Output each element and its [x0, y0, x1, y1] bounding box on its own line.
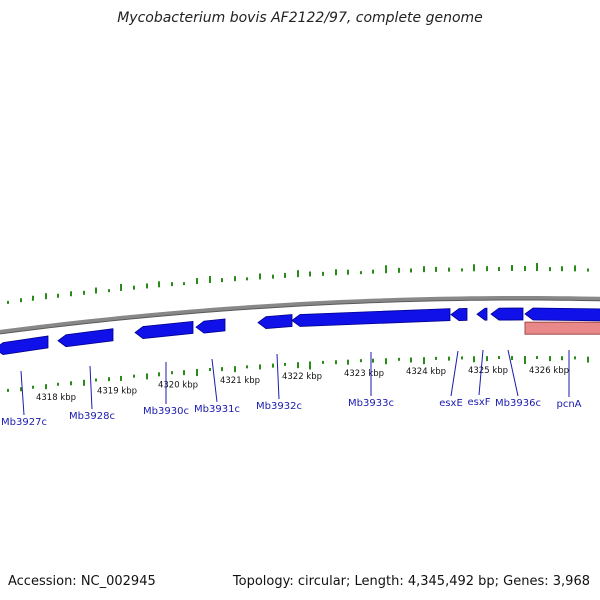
gene-leader-line — [450, 350, 459, 397]
gene-leader-line — [89, 365, 93, 410]
gene-leader-line — [507, 349, 519, 397]
scale-label: 4321 kbp — [220, 376, 260, 386]
gc-skew-upper-track — [7, 263, 589, 304]
accession-text: Accession: NC_002945 — [8, 574, 156, 589]
gene-label-esxe[interactable]: esxE — [439, 398, 463, 409]
gene-labels: Mb3927c Mb3928c Mb3930c Mb3931c Mb3932c Mb393… — [1, 349, 582, 428]
genome-title: Mycobacterium bovis AF2122/97, complete … — [117, 10, 483, 26]
gene-arrow-mb3936c[interactable] — [490, 307, 524, 321]
gene-arrow-esxf[interactable] — [476, 307, 488, 321]
gene-arrow-mb3932c[interactable] — [257, 314, 293, 329]
scale-label: 4324 kbp — [406, 367, 446, 377]
scale-label: 4322 kbp — [282, 372, 322, 382]
gene-arrow-mb3931c[interactable] — [195, 318, 226, 334]
gene-arrow-mb3927c[interactable] — [0, 335, 49, 356]
scale-label: 4320 kbp — [158, 381, 198, 391]
gene-leader-line — [276, 353, 280, 400]
scale-label: 4319 kbp — [97, 386, 137, 396]
gene-leader-line — [478, 349, 484, 396]
highlight-feature — [524, 321, 600, 335]
gene-label-pcna[interactable]: pcnA — [556, 399, 581, 410]
gene-leader-line — [211, 358, 218, 403]
gene-arrow-mb3928c[interactable] — [57, 328, 114, 348]
gene-label-mb3928c[interactable]: Mb3928c — [69, 411, 115, 422]
backbone-shadow — [0, 299, 600, 335]
scale-labels: 4318 kbp 4319 kbp 4320 kbp 4321 kbp 4322 kbp… — [36, 366, 569, 403]
gene-arrow-pcna[interactable] — [524, 307, 600, 322]
gc-skew-lower-track — [7, 356, 589, 392]
gene-arrow-mb3930c[interactable] — [134, 320, 194, 339]
gene-label-mb3932c[interactable]: Mb3932c — [256, 401, 302, 412]
gene-label-mb3933c[interactable]: Mb3933c — [348, 398, 394, 409]
scale-label: 4326 kbp — [529, 366, 569, 376]
highlight-bar — [524, 321, 600, 335]
gene-arrow-esxe[interactable] — [450, 307, 468, 321]
gene-leader-line — [20, 370, 25, 416]
topology-summary: Topology: circular; Length: 4,345,492 bp… — [232, 574, 590, 589]
gene-arrow-mb3933c[interactable] — [291, 308, 451, 327]
backbone-arc — [0, 295, 600, 334]
gene-label-mb3930c[interactable]: Mb3930c — [143, 406, 189, 417]
gene-label-mb3931c[interactable]: Mb3931c — [194, 404, 240, 415]
gene-label-mb3927c[interactable]: Mb3927c — [1, 417, 47, 428]
gene-track — [0, 307, 600, 356]
scale-label: 4318 kbp — [36, 393, 76, 403]
gene-label-mb3936c[interactable]: Mb3936c — [495, 398, 541, 409]
scale-label: 4325 kbp — [468, 366, 508, 376]
gene-label-esxf[interactable]: esxF — [467, 397, 490, 408]
scale-label: 4323 kbp — [344, 369, 384, 379]
genome-backbone — [0, 295, 600, 335]
